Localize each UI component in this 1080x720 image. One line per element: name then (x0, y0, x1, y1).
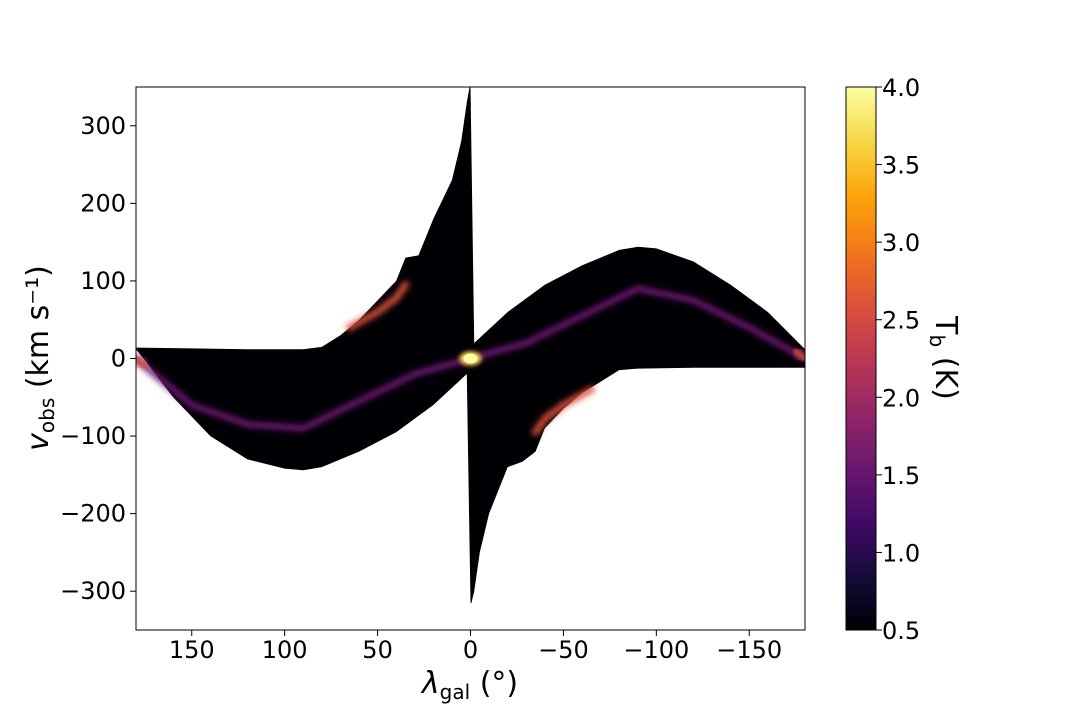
x-axis-label-unit: (°) (470, 666, 518, 701)
emission-ridge (469, 287, 805, 360)
heatmap-layer (136, 87, 805, 603)
x-tick-label: 50 (362, 636, 393, 664)
emission-ridge (136, 357, 472, 430)
colorbar-ticks: 4.0 3.5 3.0 2.5 2.0 1.5 1.0 0.5 (876, 74, 920, 645)
x-tick-label: −100 (623, 636, 689, 664)
emission-region (136, 87, 805, 603)
emission-ridge (534, 388, 593, 434)
central-peak (463, 353, 478, 364)
y-tick-label: 100 (80, 267, 126, 295)
plot-area (135, 86, 806, 631)
y-axis-label: vobs (km s⁻¹) (21, 265, 59, 451)
emission-ridge (348, 283, 407, 329)
x-tick-label: 100 (262, 636, 308, 664)
y-tick-label: −100 (60, 422, 126, 450)
colorbar-tick-label: 2.0 (882, 384, 920, 412)
colorbar-tick-label: 1.0 (882, 539, 920, 567)
y-axis-label-main: v (21, 432, 56, 451)
colorbar-label: Tb (K) (925, 315, 963, 400)
y-tick-label: −300 (60, 577, 126, 605)
colorbar-label-main: T (928, 315, 963, 335)
x-axis-label-sub: gal (440, 680, 471, 704)
x-tick-label: −150 (716, 636, 782, 664)
x-tick-label: 150 (169, 636, 215, 664)
emission-ridge (794, 349, 805, 360)
colorbar-tick-label: 0.5 (882, 617, 920, 645)
x-axis-label: λgal (°) (420, 666, 518, 704)
colorbar-label-unit: (K) (928, 347, 963, 400)
colorbar-label-sub: b (925, 335, 949, 348)
colorbar: 4.0 3.5 3.0 2.5 2.0 1.5 1.0 0.5 Tb (K) (845, 74, 963, 645)
y-axis-label-unit: (km s⁻¹) (21, 265, 56, 398)
x-tick-label: −50 (538, 636, 589, 664)
colorbar-tick-label: 4.0 (882, 74, 920, 102)
y-tick-label: −200 (60, 500, 126, 528)
x-axis-label-main: λ (420, 666, 440, 701)
y-axis: 300 200 100 0 −100 −200 −300 (60, 112, 136, 605)
x-axis: 150 100 50 0 −50 −100 −150 (169, 630, 782, 664)
x-tick-label: 0 (463, 636, 478, 664)
y-axis-label-sub: obs (35, 398, 59, 433)
colorbar-tick-label: 2.5 (882, 307, 920, 335)
y-tick-label: 200 (80, 189, 126, 217)
y-tick-label: 300 (80, 112, 126, 140)
colorbar-gradient (845, 86, 877, 631)
colorbar-tick-label: 1.5 (882, 462, 920, 490)
emission-ridge (136, 357, 147, 368)
y-tick-label: 0 (111, 345, 126, 373)
colorbar-tick-label: 3.0 (882, 229, 920, 257)
colorbar-tick-label: 3.5 (882, 152, 920, 180)
